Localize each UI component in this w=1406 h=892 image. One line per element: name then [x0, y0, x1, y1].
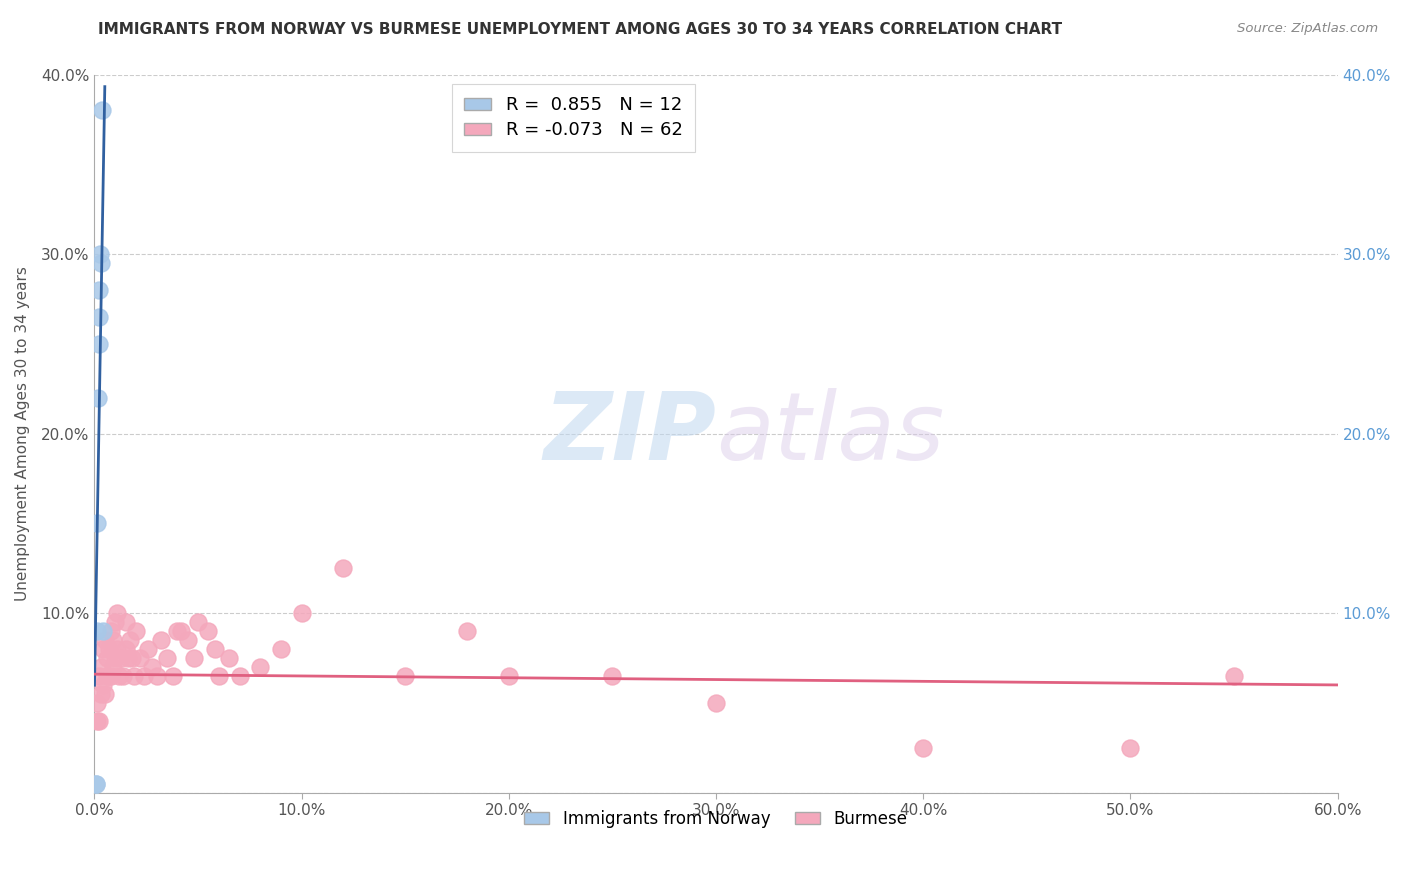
Point — [91, 642, 114, 657]
Point — [218, 651, 240, 665]
Point — [114, 642, 136, 657]
Point — [91, 624, 114, 638]
Point — [498, 669, 520, 683]
Point — [87, 669, 110, 683]
Point — [94, 633, 117, 648]
Point — [270, 642, 292, 657]
Point — [90, 103, 112, 118]
Point — [105, 642, 128, 657]
Point — [91, 678, 114, 692]
Point — [117, 651, 139, 665]
Point — [456, 624, 478, 638]
Point — [86, 696, 108, 710]
Point — [84, 777, 107, 791]
Point — [94, 687, 117, 701]
Point — [98, 669, 121, 683]
Point — [162, 669, 184, 683]
Point — [602, 669, 624, 683]
Point — [122, 669, 145, 683]
Point — [134, 669, 156, 683]
Point — [86, 624, 108, 638]
Point — [105, 606, 128, 620]
Point — [86, 516, 108, 531]
Point — [332, 561, 354, 575]
Point — [84, 777, 107, 791]
Point — [125, 624, 148, 638]
Point — [149, 633, 172, 648]
Text: IMMIGRANTS FROM NORWAY VS BURMESE UNEMPLOYMENT AMONG AGES 30 TO 34 YEARS CORRELA: IMMIGRANTS FROM NORWAY VS BURMESE UNEMPL… — [98, 22, 1063, 37]
Point — [141, 660, 163, 674]
Point — [228, 669, 250, 683]
Text: Source: ZipAtlas.com: Source: ZipAtlas.com — [1237, 22, 1378, 36]
Point — [89, 247, 111, 261]
Point — [138, 642, 160, 657]
Point — [87, 714, 110, 728]
Point — [114, 615, 136, 629]
Point — [204, 642, 226, 657]
Point — [912, 740, 935, 755]
Point — [1223, 669, 1246, 683]
Point — [110, 651, 132, 665]
Point — [86, 714, 108, 728]
Point — [108, 669, 131, 683]
Point — [156, 651, 179, 665]
Point — [208, 669, 231, 683]
Point — [129, 651, 152, 665]
Point — [394, 669, 416, 683]
Point — [101, 660, 124, 674]
Point — [166, 624, 188, 638]
Point — [177, 633, 200, 648]
Point — [249, 660, 271, 674]
Point — [101, 633, 124, 648]
Point — [96, 669, 118, 683]
Point — [104, 615, 127, 629]
Point — [96, 651, 118, 665]
Text: atlas: atlas — [716, 388, 945, 479]
Text: ZIP: ZIP — [543, 388, 716, 480]
Point — [187, 615, 209, 629]
Point — [100, 624, 122, 638]
Point — [87, 310, 110, 324]
Point — [1119, 740, 1142, 755]
Point — [183, 651, 205, 665]
Point — [87, 283, 110, 297]
Point — [145, 669, 167, 683]
Point — [704, 696, 727, 710]
Point — [121, 651, 143, 665]
Point — [86, 391, 108, 405]
Point — [98, 642, 121, 657]
Point — [90, 256, 112, 270]
Point — [90, 660, 112, 674]
Y-axis label: Unemployment Among Ages 30 to 34 years: Unemployment Among Ages 30 to 34 years — [15, 266, 30, 601]
Point — [118, 633, 141, 648]
Point — [100, 669, 122, 683]
Point — [90, 687, 112, 701]
Point — [112, 669, 135, 683]
Point — [87, 336, 110, 351]
Point — [170, 624, 193, 638]
Point — [197, 624, 219, 638]
Point — [104, 651, 127, 665]
Legend: Immigrants from Norway, Burmese: Immigrants from Norway, Burmese — [517, 804, 914, 835]
Point — [291, 606, 314, 620]
